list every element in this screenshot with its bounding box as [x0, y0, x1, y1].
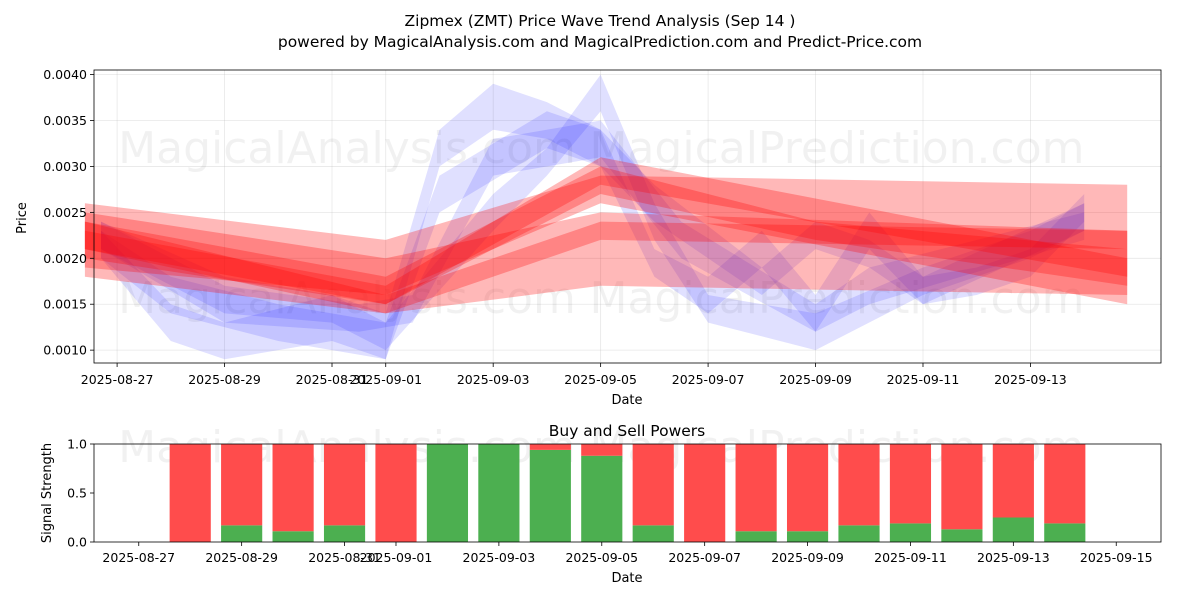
- signal-y-axis: 0.0 0.5 1.0: [67, 437, 94, 550]
- sell-bar: [272, 444, 314, 532]
- signal-x-tick-label: 2025-09-05: [565, 550, 638, 565]
- sell-bar: [221, 444, 263, 526]
- price-x-tick-label: 2025-09-13: [994, 372, 1067, 387]
- price-x-tick-label: 2025-08-31: [296, 372, 369, 387]
- price-x-tick-label: 2025-09-05: [564, 372, 637, 387]
- watermark-analysis-top: MagicalAnalysis.com: [118, 123, 576, 174]
- buy-bar: [735, 531, 777, 542]
- price-y-tick-label: 0.0010: [43, 343, 87, 358]
- price-y-tick-label: 0.0015: [43, 297, 87, 312]
- signal-y-tick-label: 1.0: [67, 437, 87, 452]
- price-plot-frame: [93, 69, 1162, 364]
- signal-x-tick-label: 2025-09-07: [668, 550, 741, 565]
- price-watermarks: MagicalAnalysis.com MagicalPrediction.co…: [118, 123, 1084, 324]
- sell-bar: [1044, 444, 1086, 524]
- buy-bar: [632, 525, 674, 542]
- red-wave-band: [84, 212, 1128, 314]
- signal-chart-title: Buy and Sell Powers: [549, 422, 706, 440]
- price-y-axis: 0.0010 0.0015 0.0020 0.0025 0.0030 0.0035 0.00…: [43, 67, 94, 358]
- price-x-tick-label: 2025-09-09: [779, 372, 852, 387]
- price-x-tick-label: 2025-09-03: [457, 372, 530, 387]
- red-wave-band: [84, 157, 1128, 305]
- price-x-tick-label: 2025-09-01: [349, 372, 422, 387]
- buy-bar: [221, 525, 263, 542]
- signal-x-axis: 2025-08-27 2025-08-29 2025-08-312025-09-01…: [102, 542, 1153, 565]
- buy-bar: [529, 449, 571, 542]
- price-x-tick-label: 2025-09-07: [672, 372, 745, 387]
- sell-bar: [786, 444, 829, 532]
- signal-x-axis-title: Date: [611, 571, 642, 586]
- signal-x-tick-label: 2025-09-01: [360, 550, 433, 565]
- signal-x-tick-label: 2025-09-15: [1080, 550, 1153, 565]
- buy-bar: [323, 525, 366, 542]
- signal-x-tick-label: 2025-09-13: [977, 550, 1050, 565]
- buy-bar: [1044, 523, 1086, 542]
- price-y-tick-label: 0.0025: [43, 205, 87, 220]
- sell-bar: [323, 444, 366, 526]
- red-wave-band: [84, 166, 1128, 305]
- sell-bar: [838, 444, 880, 526]
- signal-x-tick-label: 2025-08-27: [102, 550, 175, 565]
- buy-bar: [889, 523, 932, 542]
- price-x-axis-title: Date: [611, 393, 642, 408]
- watermark-analysis-mid: MagicalAnalysis.com: [118, 273, 576, 324]
- signal-x-tick-label: 2025-09-11: [874, 550, 947, 565]
- signal-y-tick-label: 0.5: [67, 486, 87, 501]
- signal-x-tick-label: 2025-08-31: [308, 550, 381, 565]
- price-bands: [84, 74, 1128, 360]
- blue-wave-band: [101, 111, 1085, 360]
- signal-y-axis-title: Signal Strength: [40, 443, 55, 543]
- sell-bar: [375, 444, 417, 542]
- buy-bar: [786, 531, 829, 542]
- signal-chart: Buy and Sell Powers MagicalAnalysis.com …: [40, 422, 1162, 586]
- red-wave-band: [84, 221, 1128, 314]
- sell-bar: [632, 444, 674, 526]
- price-y-tick-label: 0.0020: [43, 251, 87, 266]
- buy-bar: [581, 455, 623, 542]
- buy-bar: [992, 517, 1034, 542]
- buy-bar: [426, 444, 469, 542]
- sell-bar: [992, 444, 1034, 518]
- price-y-tick-label: 0.0040: [43, 67, 87, 82]
- buy-bar: [838, 525, 880, 542]
- sell-bar: [735, 444, 777, 532]
- sell-bar: [889, 444, 932, 524]
- price-grid: [94, 70, 1161, 363]
- chart-title: Zipmex (ZMT) Price Wave Trend Analysis (…: [405, 12, 796, 30]
- sell-bar: [169, 444, 211, 542]
- signal-y-tick-label: 0.0: [67, 535, 87, 550]
- sell-bar: [529, 444, 571, 450]
- watermark-prediction-mid: MagicalPrediction.com: [590, 273, 1085, 324]
- buy-bar: [941, 529, 983, 542]
- sell-bar: [941, 444, 983, 530]
- chart-subtitle: powered by MagicalAnalysis.com and Magic…: [278, 33, 922, 51]
- sell-bar: [581, 444, 623, 456]
- signal-x-tick-label: 2025-08-29: [205, 550, 278, 565]
- price-x-tick-label: 2025-08-29: [188, 372, 261, 387]
- price-x-tick-label: 2025-09-11: [887, 372, 960, 387]
- red-wave-band: [84, 175, 1128, 305]
- price-chart: MagicalAnalysis.com MagicalPrediction.co…: [15, 67, 1162, 408]
- price-x-tick-label: 2025-08-27: [81, 372, 154, 387]
- buy-bar: [478, 444, 520, 542]
- watermark-prediction-top: MagicalPrediction.com: [590, 123, 1085, 174]
- sell-bar: [684, 444, 726, 542]
- blue-wave-band: [101, 83, 1085, 360]
- price-y-tick-label: 0.0035: [43, 113, 87, 128]
- buy-bar: [272, 531, 314, 542]
- signal-bars: [169, 444, 1086, 542]
- price-y-tick-label: 0.0030: [43, 159, 87, 174]
- price-y-axis-title: Price: [15, 202, 30, 234]
- price-x-axis: 2025-08-27 2025-08-29 2025-08-312025-09-01…: [81, 363, 1067, 387]
- signal-x-tick-label: 2025-09-03: [463, 550, 536, 565]
- signal-x-tick-label: 2025-09-09: [771, 550, 844, 565]
